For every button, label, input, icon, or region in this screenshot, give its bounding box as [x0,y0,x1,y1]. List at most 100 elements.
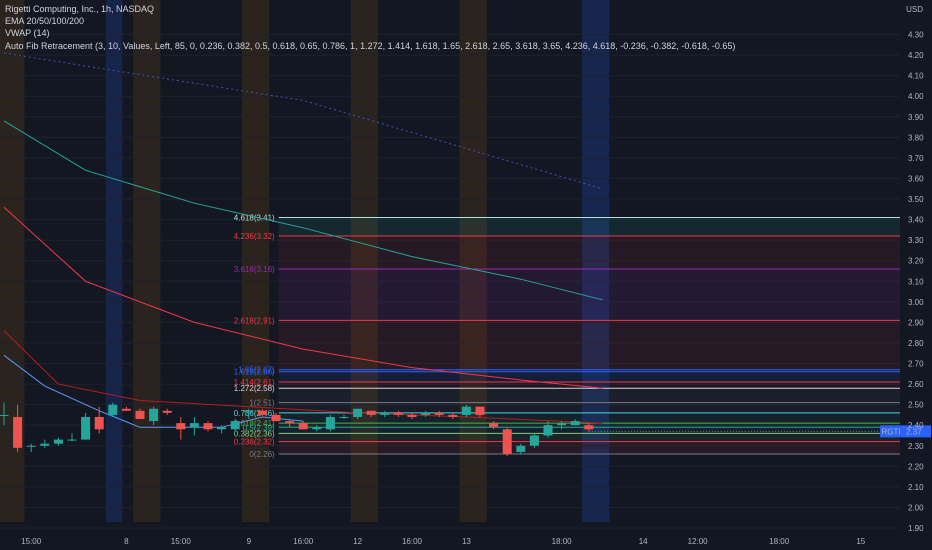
y-axis-tick-label: 4.20 [908,51,924,60]
candle-body [421,412,431,415]
fib-level-label: 2.618(2.91) [234,316,275,325]
candle-body [434,412,444,415]
x-axis-tick-label: 15:00 [171,537,192,546]
fib-zone [278,402,901,413]
candle-body [529,435,539,446]
fib-level-label: 1(2.51) [249,399,275,408]
fib-zone [278,388,901,403]
fib-level-label: 1.65(2.67) [238,366,275,375]
fib-level-label: 0.382(2.36) [234,429,275,438]
x-axis-tick-label: 18:00 [552,537,573,546]
candle-body [135,410,145,420]
symbol-badge [880,425,902,438]
x-axis-tick-label: 12 [353,537,362,546]
candle-body [108,404,118,415]
y-axis-tick-label: 3.60 [908,174,924,183]
candle-body [448,414,458,417]
fib-level-label: 0.618(2.41) [234,419,275,428]
candle-body [257,410,267,415]
x-axis-tick-label: 16:00 [402,537,423,546]
candle-body [557,423,567,426]
candle-body [40,443,50,446]
x-axis-tick-label: 15 [856,537,865,546]
vwap-indicator-label[interactable]: VWAP (14) [5,28,50,39]
candle-body [162,410,172,413]
candle-body [26,445,36,447]
y-axis-tick-label: 3.70 [908,154,924,163]
vwap-line [3,354,304,428]
candle-body [380,412,390,415]
candle-body [353,408,363,417]
y-axis-tick-label: 2.70 [908,360,924,369]
candle-body [149,408,159,422]
candle-body [339,416,349,418]
symbol-title: Rigetti Computing, Inc., 1h, NASDAQ [5,4,155,14]
y-axis-tick-label: 2.30 [908,442,924,451]
fib-level-label: 1.414(2.61) [234,378,275,387]
y-axis-tick-label: 2.00 [908,503,924,512]
ema-line-3 [3,206,603,389]
candle-body [312,427,322,430]
y-axis-tick-label: 2.80 [908,339,924,348]
y-axis-tick-label: 2.20 [908,462,924,471]
candle-body [285,421,295,424]
y-axis-tick-label: 2.60 [908,380,924,389]
fib-zone [278,441,901,454]
x-axis-tick-label: 15:00 [21,537,42,546]
fib-zone [278,217,901,237]
fib-zone [278,369,901,372]
fib-zone [278,412,901,424]
y-axis-tick-label: 3.90 [908,113,924,122]
x-axis-tick-label: 9 [247,537,252,546]
candle-body [121,408,131,411]
fib-zone [278,268,901,321]
candle-body [176,423,186,430]
y-axis-tick-label: 4.30 [908,31,924,40]
candle-body [244,410,254,412]
candle-body [271,414,281,422]
y-axis-tick-label: 3.80 [908,133,924,142]
x-axis-tick-label: 18:00 [769,537,790,546]
fib-level-label: 1.618(2.66) [234,368,275,377]
symbol-badge-text: RGTI [881,427,900,436]
fib-level-label: 1.272(2.58) [234,384,275,393]
candle-body [570,421,580,426]
candle-body [475,406,485,415]
candle-body [298,423,308,430]
candle-body [366,410,376,415]
y-axis-tick-label: 3.10 [908,277,924,286]
candle-body [189,423,199,428]
candle-body [407,414,417,417]
y-axis-tick-label: 4.10 [908,72,924,81]
ema-line-2 [3,120,603,301]
x-axis-tick-label: 14 [639,537,648,546]
candle-body [584,425,594,430]
fib-level-label: 4.618(3.41) [234,214,275,223]
fib-level-label: 0.786(2.46) [234,409,275,418]
currency-label: USD [906,5,923,14]
candle-body [502,429,512,454]
last-price-text: 2.37 [906,427,922,436]
x-axis-tick-label: 12:00 [688,537,709,546]
chart-legend: Rigetti Computing, Inc., 1h, NASDAQ EMA … [5,3,735,52]
y-axis-tick-label: 3.50 [908,195,924,204]
candle-body [230,421,240,430]
candle-body [81,416,91,440]
y-axis-tick-label: 3.20 [908,257,924,266]
candle-body [13,416,23,448]
fib-zone [278,371,901,383]
fib-level-label: 0(2.26) [249,450,275,459]
candle-body [461,406,471,415]
ema-line-1 [3,52,603,190]
fib-level-label: 3.618(3.16) [234,265,275,274]
fib-zone [278,236,901,269]
ema-indicator-label[interactable]: EMA 20/50/100/200 [5,16,85,27]
candle-body [203,423,213,430]
candle-body [543,425,553,436]
ema-line-4 [3,330,603,424]
fib-indicator-label[interactable]: Auto Fib Retracement (3, 10, Values, Lef… [5,40,736,51]
fib-zone [278,427,901,434]
candle-body [217,427,227,430]
candle-body [94,416,104,430]
